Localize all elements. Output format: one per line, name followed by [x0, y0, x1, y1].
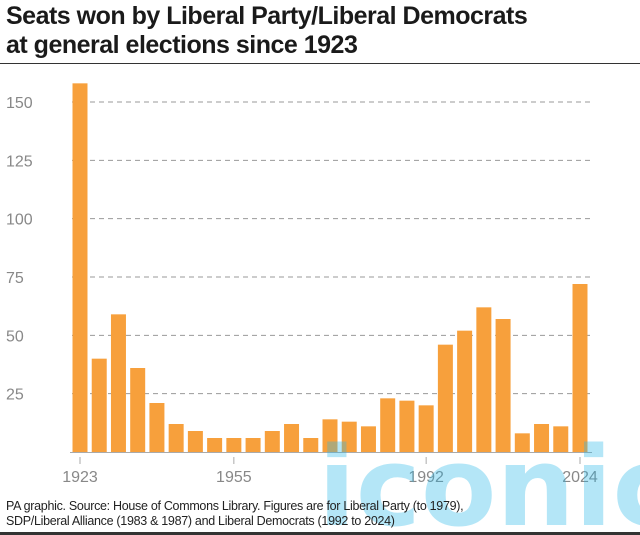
bar-1970 — [303, 438, 319, 452]
bar-feb-1974 — [322, 419, 338, 452]
bar-1983 — [380, 398, 396, 452]
bar-1945 — [168, 424, 184, 452]
bar-1964 — [264, 431, 280, 452]
title-line-1: Seats won by Liberal Party/Liberal Democ… — [6, 2, 528, 30]
bar-1966 — [284, 424, 300, 452]
bar-1951 — [207, 438, 223, 452]
bar-2017 — [534, 424, 550, 452]
y-tick-label: 75 — [6, 270, 24, 287]
bar-1931 — [130, 368, 146, 452]
bar-1979 — [360, 426, 376, 452]
watermark-logo: iconic — [318, 423, 640, 535]
y-tick-label: 50 — [6, 328, 24, 345]
footnote: PA graphic. Source: House of Commons Lib… — [6, 499, 464, 529]
bar-1955 — [226, 438, 242, 452]
title-line-2: at general elections since 1923 — [6, 31, 358, 59]
bar-2024 — [572, 284, 588, 452]
bar-1935 — [149, 403, 165, 452]
bar-2019 — [553, 426, 569, 452]
bar-1924 — [91, 358, 107, 452]
footnote-line-1: PA graphic. Source: House of Commons Lib… — [6, 499, 464, 513]
y-tick-label: 100 — [6, 212, 33, 229]
bar-oct-1974 — [341, 421, 357, 452]
bar-1929 — [110, 314, 126, 452]
bar-1950 — [187, 431, 203, 452]
y-tick-label: 125 — [6, 153, 33, 170]
y-tick-label: 25 — [6, 387, 24, 404]
bar-1923 — [72, 83, 88, 452]
y-tick-label: 150 — [6, 95, 33, 112]
x-tick-label: 1992 — [408, 469, 444, 486]
bar-1987 — [399, 400, 415, 452]
bar-1959 — [245, 438, 261, 452]
title-divider — [0, 63, 640, 64]
x-tick-label: 1923 — [62, 469, 98, 486]
bar-2005 — [476, 307, 492, 452]
bottom-divider — [0, 532, 640, 535]
chart-title: Seats won by Liberal Party/Liberal Democ… — [6, 2, 528, 60]
bar-2001 — [457, 330, 473, 452]
x-tick-label: 2024 — [562, 469, 598, 486]
x-tick-label: 1955 — [216, 469, 252, 486]
bar-1997 — [437, 344, 453, 452]
bar-1992 — [418, 405, 434, 452]
bar-2010 — [495, 319, 511, 452]
footnote-line-2: SDP/Liberal Alliance (1983 & 1987) and L… — [6, 514, 395, 528]
bar-2015 — [514, 433, 530, 452]
